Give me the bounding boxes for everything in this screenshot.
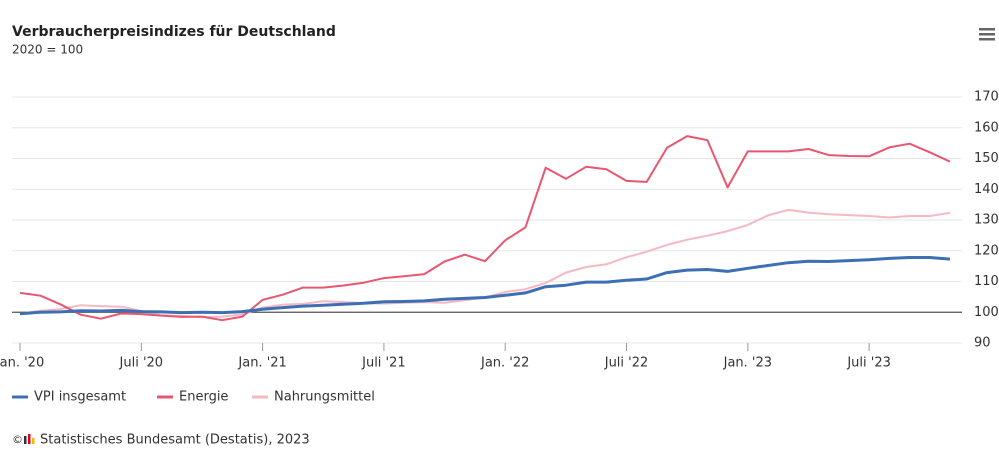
series-line [19, 256, 951, 316]
y-tick-label: 140 [974, 182, 999, 197]
x-tick-label: Jan. '22 [480, 356, 529, 371]
series-line [19, 135, 951, 322]
menu-button[interactable] [976, 26, 996, 42]
y-tick-label: 90 [974, 336, 991, 351]
y-tick-label: 120 [974, 243, 999, 258]
x-tick-label: Juli '20 [119, 356, 164, 371]
y-tick-label: 150 [974, 151, 999, 166]
x-tick-label: Juli '22 [604, 356, 649, 371]
y-tick-label: 160 [974, 120, 999, 135]
chart-title: Verbraucherpreisindizes für Deutschland [12, 24, 336, 40]
legend-label: Energie [179, 390, 228, 405]
legend-label: VPI insgesamt [34, 390, 126, 405]
y-tick-label: 170 [974, 90, 999, 105]
chart-subtitle: 2020 = 100 [12, 43, 83, 57]
x-tick-label: Jan. '20 [0, 356, 44, 371]
legend-label: Nahrungsmittel [274, 390, 375, 405]
series-line [19, 208, 951, 319]
x-tick-label: Juli '23 [846, 356, 891, 371]
svg-text:©: © [12, 433, 23, 446]
x-tick-label: Jan. '21 [237, 356, 286, 371]
source-icon: © [12, 433, 35, 446]
source: Statistisches Bundesamt (Destatis), 2023 [40, 433, 310, 448]
y-tick-label: 130 [974, 213, 999, 228]
y-tick-label: 100 [974, 305, 999, 320]
y-tick-label: 110 [974, 274, 999, 289]
x-tick-label: Jan. '23 [723, 356, 772, 371]
x-tick-label: Juli '21 [361, 356, 406, 371]
